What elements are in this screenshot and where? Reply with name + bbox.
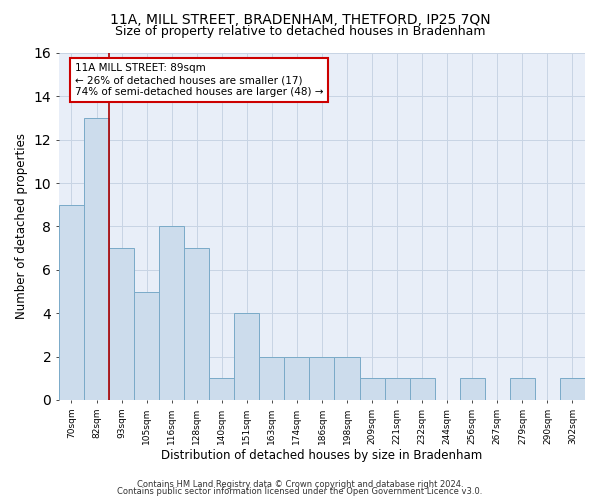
Bar bbox=[184, 248, 209, 400]
Text: 11A MILL STREET: 89sqm
← 26% of detached houses are smaller (17)
74% of semi-det: 11A MILL STREET: 89sqm ← 26% of detached… bbox=[75, 64, 323, 96]
Bar bbox=[84, 118, 109, 400]
Bar bbox=[385, 378, 410, 400]
Text: Size of property relative to detached houses in Bradenham: Size of property relative to detached ho… bbox=[115, 25, 485, 38]
Bar bbox=[310, 356, 334, 400]
Bar bbox=[59, 205, 84, 400]
Bar bbox=[460, 378, 485, 400]
Bar bbox=[234, 313, 259, 400]
Text: Contains public sector information licensed under the Open Government Licence v3: Contains public sector information licen… bbox=[118, 488, 482, 496]
Bar bbox=[284, 356, 310, 400]
Bar bbox=[359, 378, 385, 400]
Bar bbox=[259, 356, 284, 400]
Bar bbox=[134, 292, 159, 400]
Text: Contains HM Land Registry data © Crown copyright and database right 2024.: Contains HM Land Registry data © Crown c… bbox=[137, 480, 463, 489]
Text: 11A, MILL STREET, BRADENHAM, THETFORD, IP25 7QN: 11A, MILL STREET, BRADENHAM, THETFORD, I… bbox=[110, 12, 490, 26]
Bar bbox=[334, 356, 359, 400]
Bar bbox=[410, 378, 434, 400]
Bar bbox=[510, 378, 535, 400]
Bar bbox=[560, 378, 585, 400]
Bar bbox=[159, 226, 184, 400]
X-axis label: Distribution of detached houses by size in Bradenham: Distribution of detached houses by size … bbox=[161, 450, 482, 462]
Bar bbox=[209, 378, 234, 400]
Y-axis label: Number of detached properties: Number of detached properties bbox=[15, 134, 28, 320]
Bar bbox=[109, 248, 134, 400]
